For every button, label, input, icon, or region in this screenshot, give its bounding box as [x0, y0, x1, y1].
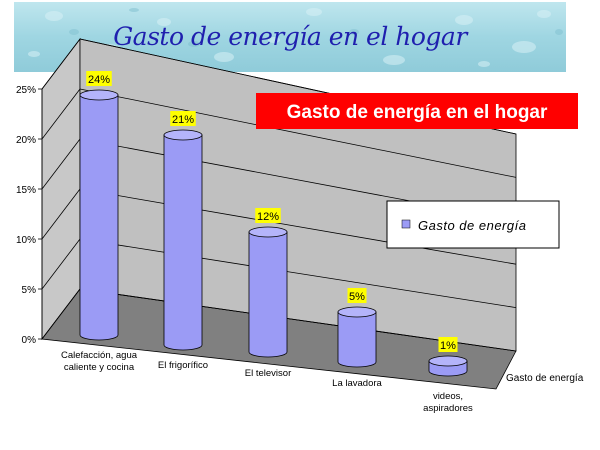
- depth-axis-label: Gasto de energía: [506, 373, 584, 384]
- bar-top: [248, 226, 288, 238]
- x-category-label: caliente y cocina: [64, 362, 135, 373]
- side-wall: [41, 37, 81, 341]
- banner-title: Gasto de energía en el hogar: [113, 22, 467, 51]
- bar: [163, 134, 203, 351]
- x-category-label: Calefacción, agua: [61, 350, 138, 361]
- gridline-side: [41, 38, 81, 90]
- gridline-side: [41, 138, 81, 190]
- x-category-label: aspiradores: [423, 403, 473, 414]
- y-tick-label: 20%: [16, 135, 36, 146]
- data-label: 1%: [440, 340, 456, 352]
- chart-title-background: [256, 93, 578, 129]
- gridline-side: [41, 238, 81, 290]
- data-label: 21%: [172, 114, 194, 126]
- gridline-back: [79, 188, 517, 265]
- gridline-side: [41, 188, 81, 240]
- y-tick-label: 0%: [22, 335, 37, 346]
- chart-title: Gasto de energía en el hogar: [287, 102, 548, 123]
- data-label-background: [170, 111, 196, 126]
- y-tick-label: 10%: [16, 235, 36, 246]
- bar: [337, 311, 377, 368]
- x-category-label: videos,: [433, 391, 463, 402]
- data-label: 12%: [257, 211, 279, 223]
- bar-top: [163, 129, 203, 141]
- data-label: 5%: [349, 291, 365, 303]
- data-labels: 24% 21% 12% 5% 1%: [86, 71, 458, 352]
- y-tick-label: 25%: [16, 85, 36, 96]
- bar-series: [79, 89, 468, 377]
- data-label-background: [347, 288, 367, 303]
- bar: [79, 94, 119, 341]
- bar-top: [337, 306, 377, 318]
- bar-top: [428, 355, 468, 367]
- legend-swatch: [401, 219, 411, 229]
- legend-box: [386, 200, 560, 249]
- gridline-back: [79, 238, 517, 308]
- gridline-back: [79, 88, 517, 178]
- bar-top: [79, 89, 119, 101]
- y-tick-label: 15%: [16, 185, 36, 196]
- y-axis-ticks: 0% 5% 10% 15% 20% 25%: [16, 85, 43, 346]
- x-category-label: El frigorífico: [158, 360, 208, 371]
- data-label-background: [438, 337, 458, 352]
- gridline-side: [41, 288, 81, 340]
- data-label: 24%: [88, 74, 110, 86]
- x-category-label: La lavadora: [332, 378, 382, 389]
- legend: Gasto de energía: [386, 200, 560, 249]
- gridline-side: [41, 88, 81, 140]
- data-label-background: [255, 208, 281, 223]
- legend-label: Gasto de energía: [418, 218, 526, 233]
- y-tick-label: 5%: [22, 285, 37, 296]
- bar: [248, 231, 288, 358]
- chart-title-box: Gasto de energía en el hogar: [256, 93, 578, 129]
- depth-axis: Gasto de energía: [506, 373, 584, 384]
- data-label-background: [86, 71, 112, 86]
- x-category-label: El televisor: [245, 368, 291, 379]
